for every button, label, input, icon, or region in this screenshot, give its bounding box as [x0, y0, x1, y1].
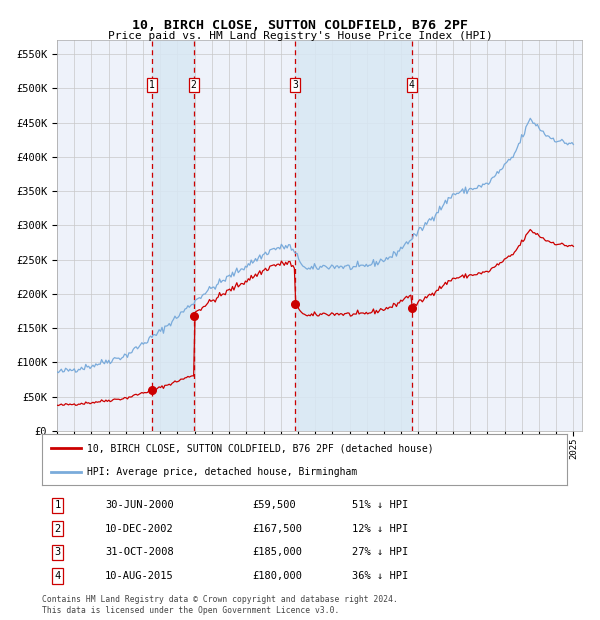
- Text: 31-OCT-2008: 31-OCT-2008: [105, 547, 174, 557]
- Bar: [152, 40, 194, 431]
- Text: 10, BIRCH CLOSE, SUTTON COLDFIELD, B76 2PF: 10, BIRCH CLOSE, SUTTON COLDFIELD, B76 2…: [132, 19, 468, 32]
- Text: 10-AUG-2015: 10-AUG-2015: [105, 571, 174, 581]
- Text: 3: 3: [55, 547, 61, 557]
- Text: 1: 1: [149, 80, 155, 91]
- Text: 12% ↓ HPI: 12% ↓ HPI: [352, 524, 408, 534]
- Text: Price paid vs. HM Land Registry's House Price Index (HPI): Price paid vs. HM Land Registry's House …: [107, 31, 493, 41]
- Text: £167,500: £167,500: [252, 524, 302, 534]
- Bar: [295, 40, 412, 431]
- Text: Contains HM Land Registry data © Crown copyright and database right 2024.
This d: Contains HM Land Registry data © Crown c…: [42, 595, 398, 614]
- Text: HPI: Average price, detached house, Birmingham: HPI: Average price, detached house, Birm…: [86, 467, 357, 477]
- Text: 4: 4: [55, 571, 61, 581]
- Text: 36% ↓ HPI: 36% ↓ HPI: [352, 571, 408, 581]
- Text: £180,000: £180,000: [252, 571, 302, 581]
- Text: 3: 3: [292, 80, 298, 91]
- Text: 2: 2: [191, 80, 197, 91]
- Text: 30-JUN-2000: 30-JUN-2000: [105, 500, 174, 510]
- Text: 1: 1: [55, 500, 61, 510]
- Text: 4: 4: [409, 80, 415, 91]
- Text: 51% ↓ HPI: 51% ↓ HPI: [352, 500, 408, 510]
- Text: 2: 2: [55, 524, 61, 534]
- Text: £185,000: £185,000: [252, 547, 302, 557]
- Text: £59,500: £59,500: [252, 500, 296, 510]
- Text: 10-DEC-2002: 10-DEC-2002: [105, 524, 174, 534]
- Text: 10, BIRCH CLOSE, SUTTON COLDFIELD, B76 2PF (detached house): 10, BIRCH CLOSE, SUTTON COLDFIELD, B76 2…: [86, 443, 433, 453]
- Text: 27% ↓ HPI: 27% ↓ HPI: [352, 547, 408, 557]
